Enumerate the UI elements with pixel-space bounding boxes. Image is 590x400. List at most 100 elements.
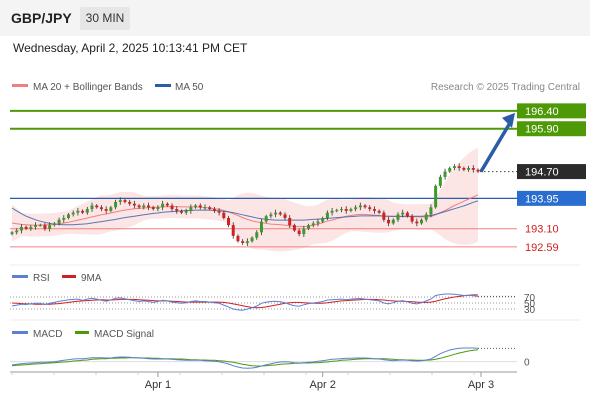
forecast-arrow-head (502, 112, 515, 128)
candle-body (339, 209, 343, 211)
macd-signal-legend-label: MACD Signal (94, 329, 154, 340)
macd-signal-legend-swatch (75, 331, 89, 334)
macd-legend-swatch (12, 331, 28, 334)
candle-body (311, 223, 315, 226)
candle-body (132, 203, 136, 206)
candle-body (194, 205, 198, 208)
candle-body (198, 205, 202, 208)
candlesticks (10, 163, 480, 246)
candle-body (76, 210, 80, 213)
level-label: 195.90 (525, 124, 559, 136)
candle-body (85, 209, 89, 213)
level-label: 193.10 (525, 224, 559, 236)
candle-body (203, 207, 207, 209)
candle-body (330, 210, 334, 213)
candle-body (95, 205, 99, 208)
candle-body (274, 212, 278, 215)
candle-body (476, 169, 480, 172)
rsi-legend-label: RSI (33, 273, 50, 284)
candle-body (325, 212, 329, 218)
candle-body (208, 207, 212, 210)
candle-body (363, 205, 367, 208)
candle-body (382, 212, 386, 220)
rsi-level-label: 70 (524, 293, 536, 304)
candle-body (307, 225, 311, 229)
bollinger-band-area (12, 147, 478, 252)
candle-body (189, 207, 193, 211)
top-bar: GBP/JPY 30 MIN (0, 0, 590, 36)
candle-body (401, 212, 405, 215)
candle-body (283, 214, 287, 218)
timestamp: Wednesday, April 2, 2025 10:13:41 PM CET (13, 41, 248, 55)
candle-body (104, 209, 108, 211)
candle-body (471, 168, 475, 170)
candle-body (43, 225, 47, 229)
candle-body (212, 209, 216, 211)
candle-body (24, 226, 28, 229)
candle-body (156, 207, 160, 210)
macd-legend-label: MACD (33, 329, 62, 340)
candle-body (147, 205, 151, 208)
candle-body (368, 207, 372, 210)
moving-averages (11, 194, 479, 228)
candle-body (71, 212, 75, 215)
candle-body (424, 214, 428, 220)
forecast-arrow (479, 112, 515, 173)
candle-body (236, 235, 240, 242)
ma20-legend-swatch (12, 84, 28, 87)
candle-body (292, 225, 296, 231)
ma50-legend-swatch (155, 84, 171, 87)
level-label: 196.40 (525, 106, 559, 118)
candle-body (358, 205, 362, 208)
candle-body (321, 218, 325, 222)
macd-indicator: 0 (10, 347, 530, 369)
candle-body (269, 214, 273, 217)
price-levels (10, 109, 517, 248)
candle-body (38, 225, 42, 227)
candle-body (227, 218, 231, 226)
candle-body (29, 226, 33, 229)
candle-body (222, 212, 226, 218)
candle-body (438, 176, 442, 186)
candle-body (420, 219, 424, 224)
ma50-line (11, 200, 479, 226)
candle-body (114, 201, 118, 208)
candle-body (452, 166, 456, 168)
candle-body (316, 221, 320, 224)
candle-body (255, 232, 259, 238)
candle-body (245, 241, 249, 243)
candle-body (81, 210, 85, 213)
timeframe-button[interactable]: 30 MIN (80, 7, 130, 30)
level-tag (517, 121, 586, 137)
candle-body (19, 226, 23, 231)
candle-body (48, 225, 52, 229)
forecast-arrow-shaft (479, 121, 512, 173)
candle-body (231, 225, 235, 236)
candle-body (288, 218, 292, 226)
ma50-legend-label: MA 50 (175, 82, 204, 93)
candle-body (90, 205, 94, 210)
candle-body (372, 209, 376, 211)
macd-zero-label: 0 (524, 358, 530, 369)
candle-body (259, 221, 263, 233)
x-tick-label: Apr 3 (468, 379, 494, 391)
candle-body (391, 219, 395, 224)
x-axis-ticks: Apr 1 Apr 2 Apr 3 (11, 372, 494, 391)
candle-body (302, 228, 306, 235)
bollinger-bands (12, 147, 478, 252)
candle-body (349, 209, 353, 211)
candle-body (175, 209, 179, 211)
candle-body (377, 210, 381, 213)
rsi-line (11, 293, 479, 311)
macd-signal-line (11, 349, 479, 367)
candle-body (241, 241, 245, 243)
candle-body (57, 219, 61, 224)
candle-body (448, 168, 452, 172)
candle-body (264, 216, 268, 222)
candle-body (217, 210, 221, 213)
candle-body (462, 168, 466, 170)
copyright-label: Research © 2025 Trading Central (431, 82, 580, 93)
rsi-ma-legend-swatch (62, 275, 76, 278)
